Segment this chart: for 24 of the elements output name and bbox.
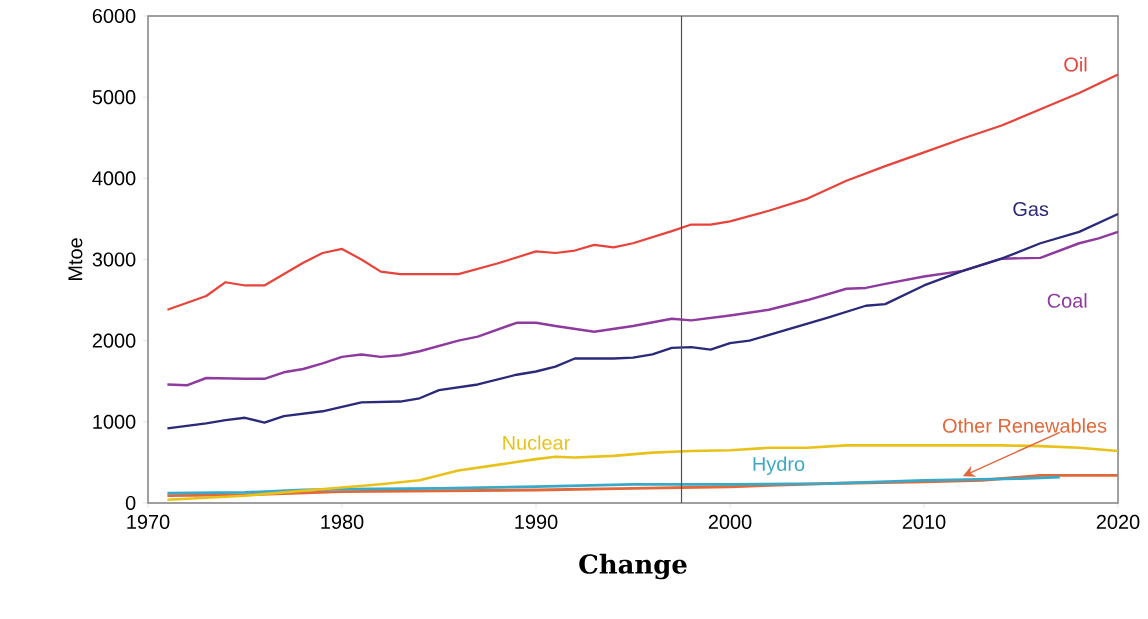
series-label: Oil <box>1064 56 1087 72</box>
series-label: Gas <box>1013 201 1049 217</box>
y-tick-label: 2000 <box>92 333 136 348</box>
x-tick-label: 2020 <box>1096 514 1140 529</box>
series-label: Coal <box>1047 293 1087 308</box>
series-label: Hydro <box>753 456 805 476</box>
line-series <box>166 475 1062 495</box>
x-tick-label: 2000 <box>708 514 752 529</box>
y-tick-label: 6000 <box>92 8 136 24</box>
text: Other Renewables <box>943 418 1107 433</box>
x-tick-label: 1980 <box>321 514 364 529</box>
line-series <box>166 230 1120 387</box>
line-series <box>166 73 1120 311</box>
x-tick-label: 1990 <box>515 514 558 529</box>
x-tick-label: 1970 <box>127 514 170 529</box>
x-tick-label: 2010 <box>902 514 946 529</box>
y-axis-title: Mtoe <box>68 238 83 280</box>
y-tick-label: 4000 <box>92 171 136 186</box>
text: Change <box>579 553 687 580</box>
series-label: Nuclear <box>503 435 570 450</box>
y-tick-label: 1000 <box>93 414 136 429</box>
y-tick-label: 0 <box>125 495 136 511</box>
y-tick-label: 3000 <box>92 252 136 267</box>
y-tick-label: 5000 <box>92 90 136 105</box>
